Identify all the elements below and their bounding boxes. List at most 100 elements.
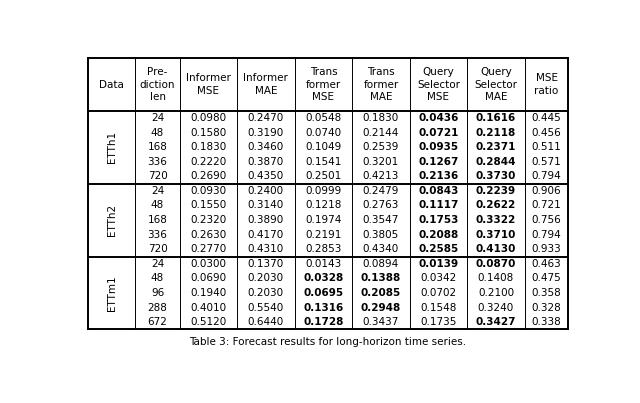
- Text: 0.456: 0.456: [532, 128, 561, 137]
- Text: 0.3710: 0.3710: [476, 230, 516, 240]
- Text: 0.1408: 0.1408: [478, 273, 514, 283]
- Text: 0.1940: 0.1940: [190, 288, 227, 298]
- Text: 0.4010: 0.4010: [190, 303, 227, 313]
- Text: 0.2320: 0.2320: [190, 215, 227, 225]
- Text: 0.2371: 0.2371: [476, 142, 516, 152]
- Text: 0.3870: 0.3870: [248, 157, 284, 167]
- Text: 0.358: 0.358: [532, 288, 561, 298]
- Text: 0.1830: 0.1830: [363, 113, 399, 123]
- Text: 0.1728: 0.1728: [303, 317, 344, 327]
- Text: 0.328: 0.328: [532, 303, 561, 313]
- Text: Informer
MSE: Informer MSE: [186, 73, 231, 96]
- Text: 0.4350: 0.4350: [248, 171, 284, 181]
- Text: Query
Selector
MSE: Query Selector MSE: [417, 67, 460, 102]
- Text: 0.3427: 0.3427: [476, 317, 516, 327]
- Text: 0.3547: 0.3547: [363, 215, 399, 225]
- Text: 0.1548: 0.1548: [420, 303, 457, 313]
- Text: 0.0342: 0.0342: [420, 273, 456, 283]
- Text: 0.0139: 0.0139: [419, 259, 458, 269]
- Text: 0.1117: 0.1117: [419, 200, 459, 210]
- Text: 0.2400: 0.2400: [248, 186, 284, 196]
- Text: 0.0721: 0.0721: [419, 128, 459, 137]
- Text: 24: 24: [151, 113, 164, 123]
- Text: 0.2191: 0.2191: [305, 230, 342, 240]
- Text: 0.2479: 0.2479: [363, 186, 399, 196]
- Text: 0.0935: 0.0935: [419, 142, 458, 152]
- Text: 0.4340: 0.4340: [363, 244, 399, 254]
- Text: 96: 96: [151, 288, 164, 298]
- Text: 168: 168: [148, 142, 168, 152]
- Text: 0.2585: 0.2585: [419, 244, 459, 254]
- Text: 0.1267: 0.1267: [419, 157, 459, 167]
- Text: 0.2948: 0.2948: [361, 303, 401, 313]
- Text: 0.6440: 0.6440: [248, 317, 284, 327]
- Text: Informer
MAE: Informer MAE: [243, 73, 289, 96]
- Text: 288: 288: [148, 303, 168, 313]
- Text: 0.2630: 0.2630: [190, 230, 227, 240]
- Text: 0.463: 0.463: [532, 259, 561, 269]
- Text: ETTh1: ETTh1: [107, 131, 116, 163]
- Text: 0.0143: 0.0143: [305, 259, 342, 269]
- Text: 48: 48: [151, 273, 164, 283]
- Text: 0.2239: 0.2239: [476, 186, 516, 196]
- Text: 0.511: 0.511: [532, 142, 561, 152]
- Text: 0.0695: 0.0695: [303, 288, 344, 298]
- Text: 0.475: 0.475: [532, 273, 561, 283]
- Text: 0.2853: 0.2853: [305, 244, 342, 254]
- Text: 336: 336: [148, 157, 168, 167]
- Text: 0.2220: 0.2220: [190, 157, 227, 167]
- Text: ETTh2: ETTh2: [107, 204, 116, 236]
- Text: MSE
ratio: MSE ratio: [534, 73, 559, 96]
- Text: Trans
former
MAE: Trans former MAE: [364, 67, 399, 102]
- Text: 0.794: 0.794: [532, 171, 561, 181]
- Text: Trans
former
MSE: Trans former MSE: [306, 67, 341, 102]
- Text: 0.756: 0.756: [532, 215, 561, 225]
- Text: Table 3: Forecast results for long-horizon time series.: Table 3: Forecast results for long-horiz…: [189, 337, 467, 347]
- Text: 0.3140: 0.3140: [248, 200, 284, 210]
- Text: 0.1616: 0.1616: [476, 113, 516, 123]
- Text: 0.3437: 0.3437: [363, 317, 399, 327]
- Text: 24: 24: [151, 259, 164, 269]
- Text: 0.1370: 0.1370: [248, 259, 284, 269]
- Text: 0.0999: 0.0999: [305, 186, 342, 196]
- Text: 0.2470: 0.2470: [248, 113, 284, 123]
- Text: 0.445: 0.445: [532, 113, 561, 123]
- Text: 0.0930: 0.0930: [190, 186, 227, 196]
- Text: ETTm1: ETTm1: [107, 275, 116, 311]
- Text: 0.1550: 0.1550: [190, 200, 227, 210]
- Text: 0.1541: 0.1541: [305, 157, 342, 167]
- Text: 0.2501: 0.2501: [305, 171, 342, 181]
- Text: 0.933: 0.933: [532, 244, 561, 254]
- Text: 0.0980: 0.0980: [190, 113, 227, 123]
- Text: 0.0843: 0.0843: [419, 186, 459, 196]
- Text: 0.4213: 0.4213: [363, 171, 399, 181]
- Text: 0.0436: 0.0436: [419, 113, 459, 123]
- Text: 0.2539: 0.2539: [363, 142, 399, 152]
- Text: 0.2088: 0.2088: [419, 230, 459, 240]
- Text: 0.2085: 0.2085: [361, 288, 401, 298]
- Text: 0.906: 0.906: [532, 186, 561, 196]
- Text: 720: 720: [148, 244, 168, 254]
- Text: Data: Data: [99, 79, 124, 89]
- Text: 0.0870: 0.0870: [476, 259, 516, 269]
- Text: 0.571: 0.571: [532, 157, 561, 167]
- Text: 0.2118: 0.2118: [476, 128, 516, 137]
- Text: 0.0894: 0.0894: [363, 259, 399, 269]
- Text: 168: 168: [148, 215, 168, 225]
- Text: 0.0328: 0.0328: [303, 273, 344, 283]
- Text: 0.2030: 0.2030: [248, 288, 284, 298]
- Text: Pre-
diction
len: Pre- diction len: [140, 67, 175, 102]
- Text: 0.0548: 0.0548: [305, 113, 342, 123]
- Text: 0.2770: 0.2770: [190, 244, 227, 254]
- Text: 0.3890: 0.3890: [248, 215, 284, 225]
- Text: 0.5540: 0.5540: [248, 303, 284, 313]
- Text: 0.4310: 0.4310: [248, 244, 284, 254]
- Text: 0.1049: 0.1049: [305, 142, 342, 152]
- Text: 0.3805: 0.3805: [363, 230, 399, 240]
- Text: 0.2690: 0.2690: [190, 171, 227, 181]
- Text: 0.2844: 0.2844: [476, 157, 516, 167]
- Text: 0.794: 0.794: [532, 230, 561, 240]
- Text: 0.0690: 0.0690: [190, 273, 227, 283]
- Text: 672: 672: [148, 317, 168, 327]
- Text: 0.1830: 0.1830: [190, 142, 227, 152]
